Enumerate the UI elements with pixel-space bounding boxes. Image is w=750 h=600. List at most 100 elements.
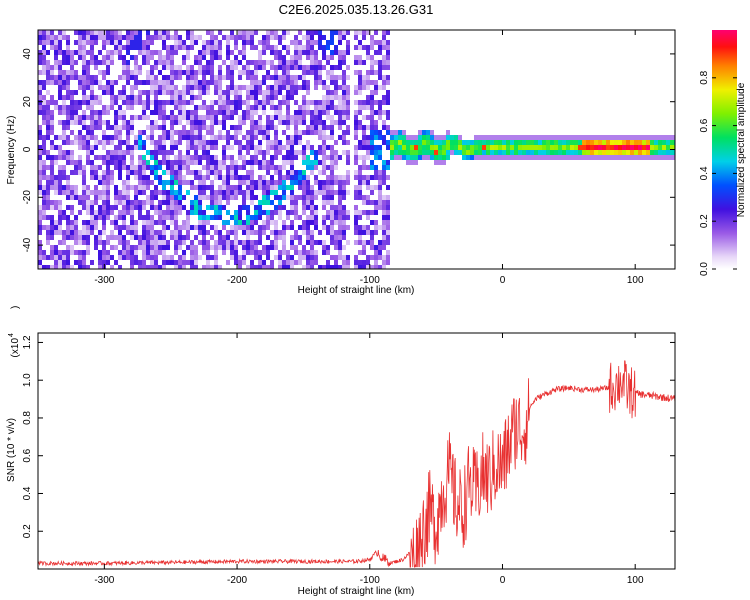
heatmap-cell (50, 160, 54, 165)
heatmap-cell (282, 120, 286, 125)
heatmap-cell (250, 190, 254, 195)
heatmap-cell (290, 205, 294, 210)
heatmap-cell (262, 75, 266, 80)
heatmap-cell (42, 45, 46, 50)
heatmap-cell (190, 125, 194, 130)
heatmap-cell (266, 210, 270, 215)
heatmap-cell (290, 135, 294, 140)
heatmap-cell (70, 235, 74, 240)
heatmap-cell (210, 50, 214, 55)
heatmap-cell (126, 210, 130, 215)
heatmap-cell (126, 200, 130, 205)
heatmap-cell (150, 110, 154, 115)
heatmap-cell (66, 115, 70, 120)
heatmap-cell (390, 145, 394, 150)
heatmap-cell (146, 175, 150, 180)
heatmap-cell (354, 55, 358, 60)
heatmap-cell (334, 140, 338, 145)
heatmap-cell (46, 180, 50, 185)
snr-x-ticks: -300 -200 -100 0 100 (94, 333, 644, 586)
heatmap-cell (154, 220, 158, 225)
heatmap-cell (306, 235, 310, 240)
heatmap-cell (602, 155, 606, 160)
heatmap-cell (130, 70, 134, 75)
heatmap-cell (42, 205, 46, 210)
heatmap-cell (166, 210, 170, 215)
heatmap-cell (386, 50, 390, 55)
heatmap-cell (98, 60, 102, 65)
heatmap-cell (290, 145, 294, 150)
heatmap-cell (302, 150, 306, 155)
heatmap-cell (258, 130, 262, 135)
heatmap-cell (158, 230, 162, 235)
heatmap-cell (382, 235, 386, 240)
heatmap-cell (130, 40, 134, 45)
heatmap-cell (194, 70, 198, 75)
heatmap-cell (594, 150, 598, 155)
heatmap-cell (590, 150, 594, 155)
heatmap-cell (362, 250, 366, 255)
heatmap-cell (302, 220, 306, 225)
heatmap-cell (202, 225, 206, 230)
heatmap-cell (386, 260, 390, 265)
heatmap-cell (154, 150, 158, 155)
heatmap-cell (66, 260, 70, 265)
heatmap-cell (346, 215, 350, 220)
heatmap-cell (206, 145, 210, 150)
heatmap-cell (142, 105, 146, 110)
heatmap-cell (190, 90, 194, 95)
heatmap-cell (234, 190, 238, 195)
heatmap-cell (102, 240, 106, 245)
heatmap-cell (198, 190, 202, 195)
heatmap-cell (142, 180, 146, 185)
heatmap-cell (354, 170, 358, 175)
heatmap-cell (190, 135, 194, 140)
heatmap-cell (86, 35, 90, 40)
heatmap-cell (394, 150, 398, 155)
heatmap-cell (358, 185, 362, 190)
heatmap-cell (654, 140, 658, 145)
heatmap-cell (122, 195, 126, 200)
heatmap-cell (106, 85, 110, 90)
heatmap-cell (326, 190, 330, 195)
heatmap-cell (38, 70, 42, 75)
heatmap-cell (294, 180, 298, 185)
heatmap-cell (98, 35, 102, 40)
heatmap-cell (82, 205, 86, 210)
heatmap-cell (242, 225, 246, 230)
heatmap-cell (646, 140, 650, 145)
heatmap-cell (310, 110, 314, 115)
heatmap-cell (382, 220, 386, 225)
heatmap-cell (150, 165, 154, 170)
heatmap-cell (366, 195, 370, 200)
heatmap-cell (126, 185, 130, 190)
heatmap-cell (242, 205, 246, 210)
heatmap-cell (238, 105, 242, 110)
heatmap-cell (122, 70, 126, 75)
heatmap-cell (66, 215, 70, 220)
heatmap-cell (42, 160, 46, 165)
heatmap-cell (530, 135, 534, 140)
heatmap-cell (106, 210, 110, 215)
heatmap-cell (58, 190, 62, 195)
heatmap-cell (262, 175, 266, 180)
heatmap-cell (270, 165, 274, 170)
heatmap-cell (382, 60, 386, 65)
heatmap-cell (46, 190, 50, 195)
heatmap-cell (230, 100, 234, 105)
heatmap-cell (114, 155, 118, 160)
heatmap-cell (154, 230, 158, 235)
heatmap-cell (222, 220, 226, 225)
heatmap-cell (78, 80, 82, 85)
heatmap-cell (270, 115, 274, 120)
heatmap-cell (374, 85, 378, 90)
heatmap-cell (38, 100, 42, 105)
heatmap-cell (334, 80, 338, 85)
heatmap-cell (94, 120, 98, 125)
heatmap-cell (242, 145, 246, 150)
heatmap-cell (206, 30, 210, 35)
heatmap-cell (42, 35, 46, 40)
heatmap-cell (154, 210, 158, 215)
heatmap-cell (370, 70, 374, 75)
heatmap-cell (254, 75, 258, 80)
